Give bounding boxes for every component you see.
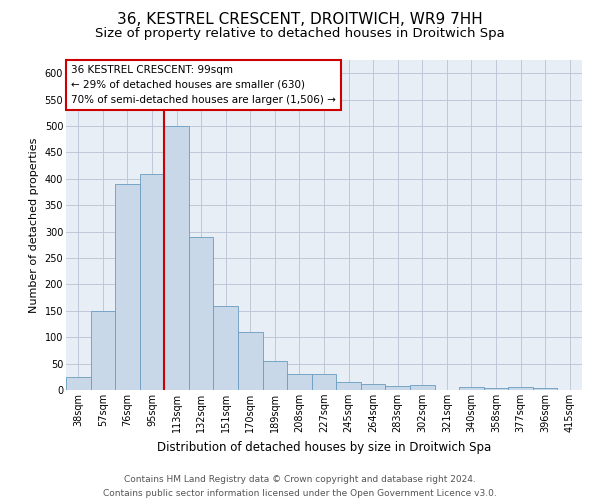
X-axis label: Distribution of detached houses by size in Droitwich Spa: Distribution of detached houses by size … — [157, 440, 491, 454]
Text: 36, KESTREL CRESCENT, DROITWICH, WR9 7HH: 36, KESTREL CRESCENT, DROITWICH, WR9 7HH — [117, 12, 483, 28]
Bar — [336, 382, 361, 390]
Bar — [508, 388, 533, 390]
Bar — [238, 332, 263, 390]
Bar — [385, 386, 410, 390]
Bar — [484, 388, 508, 390]
Text: Contains HM Land Registry data © Crown copyright and database right 2024.
Contai: Contains HM Land Registry data © Crown c… — [103, 476, 497, 498]
Text: 36 KESTREL CRESCENT: 99sqm
← 29% of detached houses are smaller (630)
70% of sem: 36 KESTREL CRESCENT: 99sqm ← 29% of deta… — [71, 65, 336, 104]
Bar — [263, 361, 287, 390]
Text: Size of property relative to detached houses in Droitwich Spa: Size of property relative to detached ho… — [95, 28, 505, 40]
Bar — [361, 384, 385, 390]
Y-axis label: Number of detached properties: Number of detached properties — [29, 138, 39, 312]
Bar — [410, 384, 434, 390]
Bar — [459, 388, 484, 390]
Bar — [189, 237, 214, 390]
Bar — [115, 184, 140, 390]
Bar — [66, 377, 91, 390]
Bar — [91, 311, 115, 390]
Bar — [533, 388, 557, 390]
Bar — [164, 126, 189, 390]
Bar — [287, 374, 312, 390]
Bar — [214, 306, 238, 390]
Bar — [312, 374, 336, 390]
Bar — [140, 174, 164, 390]
